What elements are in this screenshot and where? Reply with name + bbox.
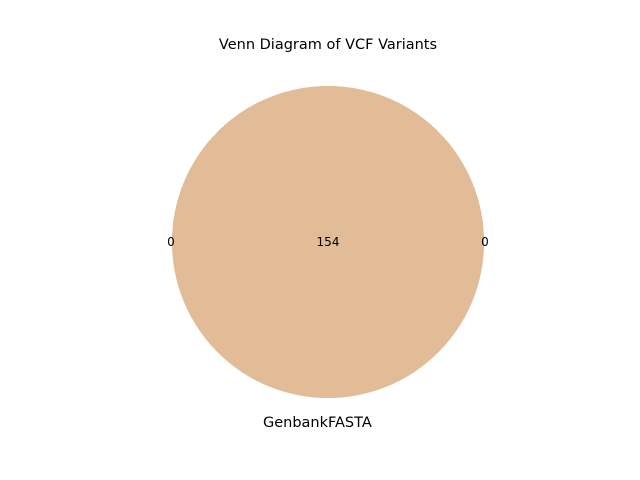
venn-circle-fasta — [172, 86, 484, 398]
intersection-count: 154 — [317, 235, 340, 249]
fasta-only-count: 0 — [481, 235, 489, 249]
set-label-fasta: FASTA — [328, 415, 372, 431]
genbank-only-count: 0 — [167, 235, 175, 249]
chart-title: Venn Diagram of VCF Variants — [219, 37, 437, 53]
set-label-genbank: Genbank — [263, 415, 329, 431]
